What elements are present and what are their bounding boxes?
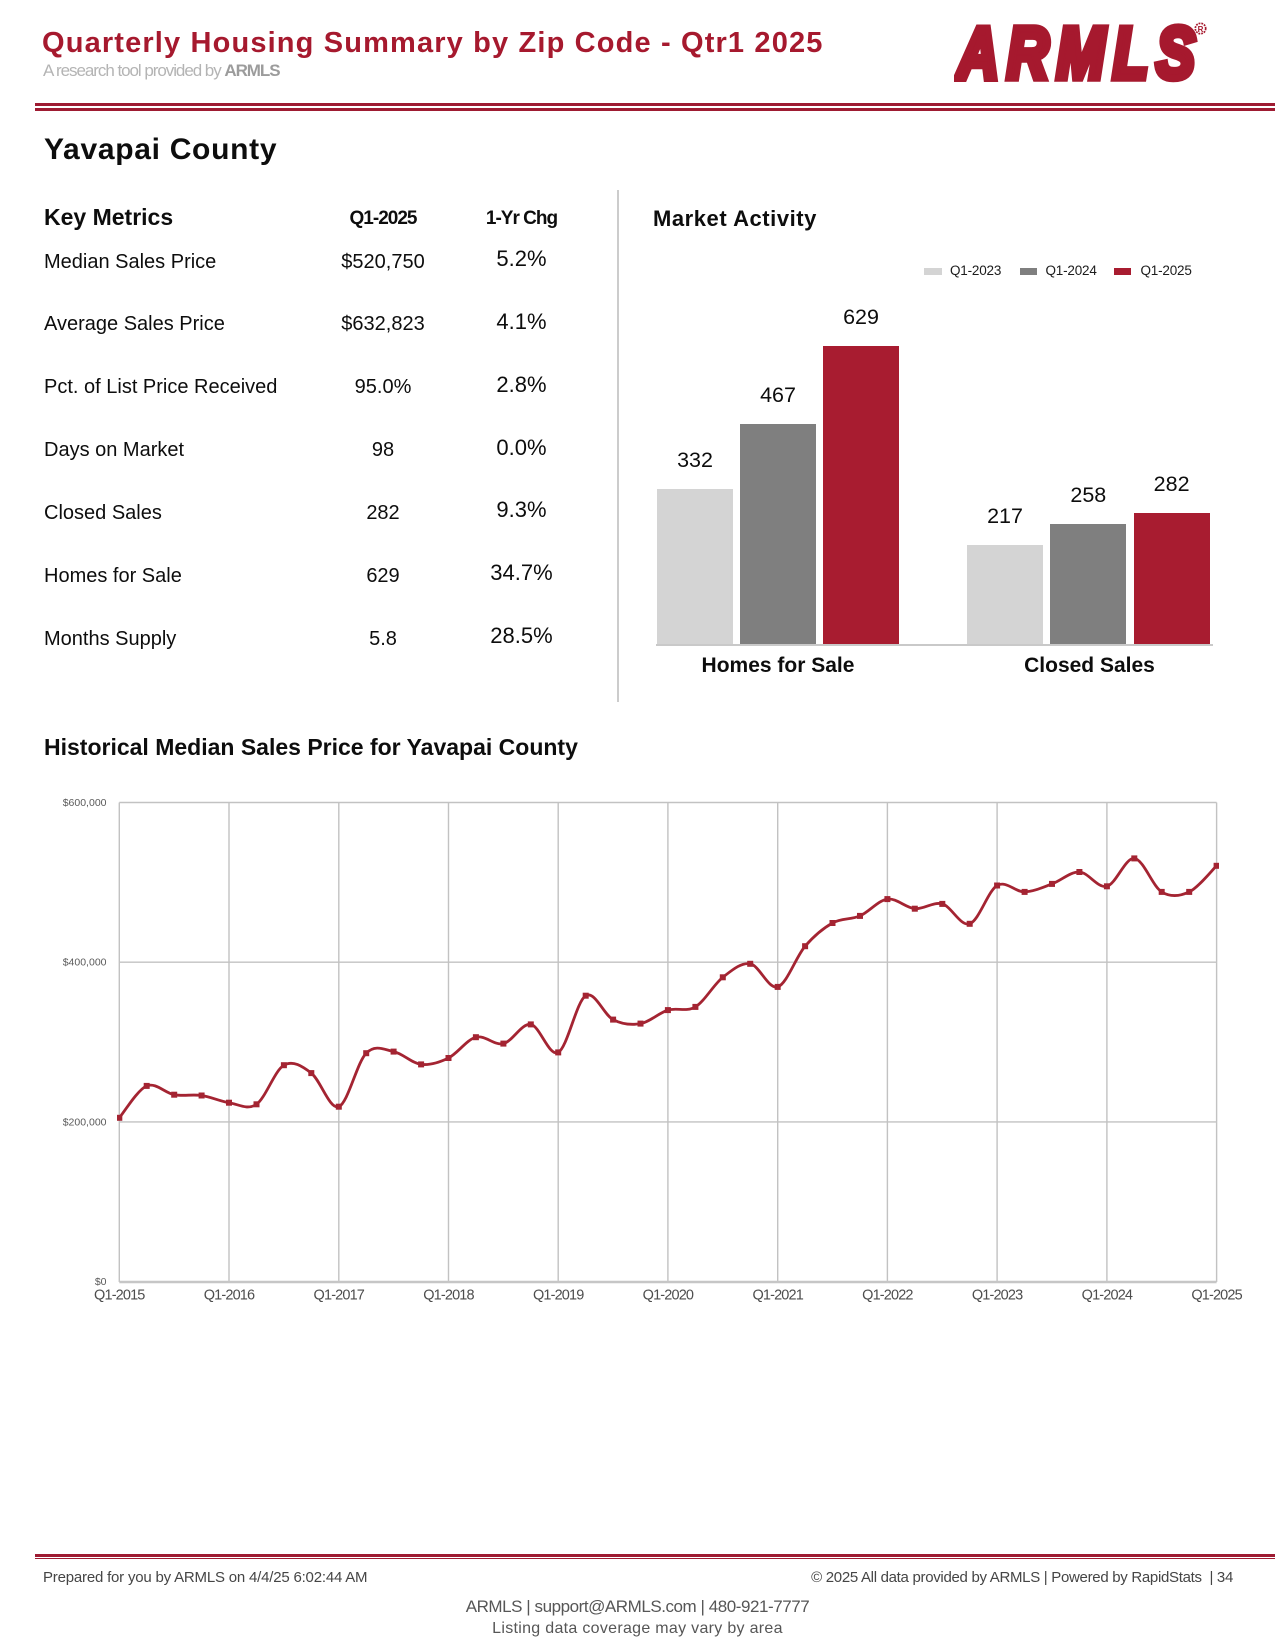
svg-text:$600,000: $600,000 xyxy=(63,797,107,809)
svg-text:Q1-2025: Q1-2025 xyxy=(1191,1288,1242,1304)
svg-text:Q1-2018: Q1-2018 xyxy=(423,1288,474,1304)
svg-text:R: R xyxy=(1198,25,1204,34)
svg-text:Q1-2019: Q1-2019 xyxy=(533,1288,584,1304)
svg-text:Q1-2024: Q1-2024 xyxy=(1082,1288,1133,1304)
svg-text:Q1-2021: Q1-2021 xyxy=(752,1288,803,1304)
svg-text:Q1-2022: Q1-2022 xyxy=(862,1288,913,1304)
svg-text:$0: $0 xyxy=(95,1276,107,1288)
svg-text:Q1-2015: Q1-2015 xyxy=(94,1288,145,1304)
svg-text:Q1-2023: Q1-2023 xyxy=(972,1288,1023,1304)
svg-text:Q1-2016: Q1-2016 xyxy=(204,1288,255,1304)
svg-text:$400,000: $400,000 xyxy=(63,957,107,969)
svg-text:Q1-2017: Q1-2017 xyxy=(314,1288,365,1304)
svg-text:Q1-2020: Q1-2020 xyxy=(643,1288,694,1304)
svg-text:$200,000: $200,000 xyxy=(63,1116,107,1128)
